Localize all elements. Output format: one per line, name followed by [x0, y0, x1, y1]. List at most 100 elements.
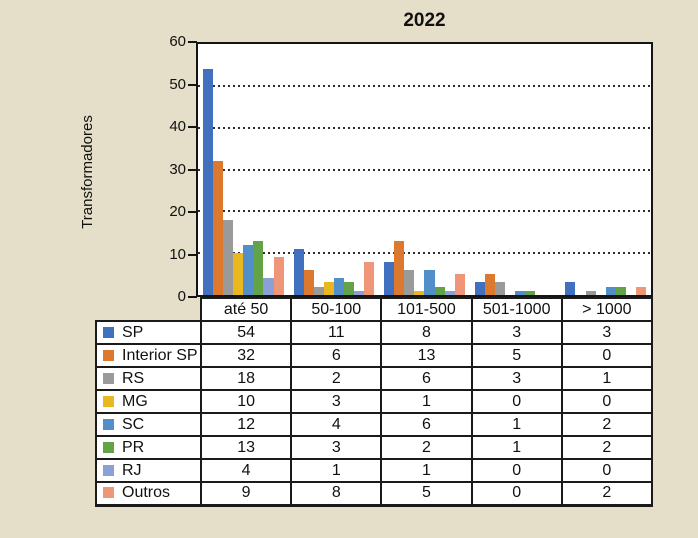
value-cell: 2	[560, 435, 654, 460]
series-label: SP	[122, 323, 144, 341]
value-cell: 0	[560, 343, 654, 368]
bar	[394, 240, 405, 295]
column-header: 101-500	[380, 297, 473, 322]
bar	[605, 286, 616, 295]
chart-title: 2022	[403, 10, 446, 31]
value-cell: 3	[290, 389, 383, 414]
value-cell: 6	[380, 366, 473, 391]
legend-swatch-icon	[103, 372, 114, 384]
series-label: RJ	[122, 461, 142, 479]
legend-cell: Interior SP	[95, 343, 202, 368]
table-row: Outros 9 8 5 0 2	[95, 481, 654, 507]
bar	[474, 282, 485, 295]
bar	[525, 290, 536, 295]
value-cell: 54	[199, 320, 293, 345]
value-cell: 1	[380, 458, 473, 483]
gridline	[198, 126, 651, 129]
bar	[243, 244, 254, 295]
legend-cell: RJ	[95, 458, 202, 483]
y-tick-label: 20	[169, 203, 186, 220]
legend-cell: MG	[95, 389, 202, 414]
value-cell: 0	[560, 389, 654, 414]
gridline	[198, 84, 651, 87]
legend-swatch-icon	[103, 487, 114, 499]
legend-cell: RS	[95, 366, 202, 391]
bar	[213, 161, 224, 295]
value-cell: 2	[560, 412, 654, 437]
bar	[253, 240, 264, 295]
series-label: Outros	[122, 484, 171, 502]
legend-swatch-icon	[103, 326, 114, 338]
value-cell: 32	[199, 343, 293, 368]
table-row: RS 18 2 6 3 1	[95, 366, 654, 391]
y-tick-mark	[188, 211, 197, 213]
value-cell: 18	[199, 366, 293, 391]
bar	[223, 219, 234, 295]
y-tick-mark	[188, 296, 197, 298]
bar	[585, 290, 596, 295]
series-label: SC	[122, 415, 145, 433]
bar	[404, 269, 415, 295]
y-tick-mark	[188, 83, 197, 86]
value-cell: 3	[290, 435, 383, 460]
gridline	[198, 252, 651, 255]
value-cell: 8	[290, 481, 383, 507]
column-header: 501-1000	[470, 297, 563, 322]
table-row: SP 54 11 8 3 3	[95, 320, 654, 345]
value-cell: 11	[290, 320, 383, 345]
value-cell: 2	[560, 481, 654, 507]
value-cell: 12	[199, 412, 293, 437]
legend-cell: SC	[95, 412, 202, 437]
bar	[494, 282, 505, 295]
table-row: SC 12 4 6 1 2	[95, 412, 654, 437]
table-row: PR 13 3 2 1 2	[95, 435, 654, 460]
y-tick-label: 50	[169, 75, 186, 93]
column-header: > 1000	[560, 297, 654, 322]
bar-group--1000	[560, 44, 651, 295]
bar	[343, 282, 355, 295]
bar	[202, 69, 214, 295]
bar	[273, 257, 284, 295]
value-cell: 1	[470, 435, 563, 460]
bar-group-50-100	[289, 44, 380, 295]
y-tick-label: 30	[169, 160, 186, 178]
value-cell: 1	[470, 412, 563, 437]
y-tick-mark	[188, 168, 197, 171]
series-label: Interior SP	[122, 346, 198, 364]
value-cell: 8	[380, 320, 473, 345]
bar	[615, 286, 626, 295]
gridline	[198, 210, 651, 213]
table-corner-blank	[96, 298, 201, 321]
legend-swatch-icon	[103, 464, 114, 476]
value-cell: 5	[380, 481, 473, 507]
value-cell: 2	[290, 366, 383, 391]
value-cell: 13	[199, 435, 293, 460]
bar	[484, 274, 495, 295]
value-cell: 1	[380, 389, 473, 414]
bar	[384, 261, 395, 295]
value-cell: 0	[470, 458, 563, 483]
legend-swatch-icon	[103, 395, 114, 407]
table-row: Interior SP 32 6 13 5 0	[95, 343, 654, 368]
value-cell: 2	[380, 435, 473, 460]
bars-layer	[198, 44, 651, 295]
legend-swatch-icon	[103, 441, 114, 453]
y-tick-label: 60	[169, 33, 186, 50]
value-cell: 13	[380, 343, 473, 368]
bar	[565, 282, 576, 295]
y-tick-mark	[188, 41, 197, 43]
bar	[635, 286, 646, 295]
y-tick-label: 0	[177, 288, 186, 305]
value-cell: 6	[290, 343, 383, 368]
value-cell: 3	[470, 366, 563, 391]
value-cell: 6	[380, 412, 473, 437]
data-table: até 50 50-100 101-500 501-1000 > 1000 SP 54 11 8…	[95, 297, 654, 507]
value-cell: 0	[470, 389, 563, 414]
bar	[414, 290, 425, 295]
bar-group-101-500	[379, 44, 470, 295]
column-header: até 50	[199, 297, 293, 322]
bar	[263, 278, 274, 295]
bar	[303, 269, 314, 295]
value-cell: 4	[199, 458, 293, 483]
bar	[293, 248, 304, 295]
